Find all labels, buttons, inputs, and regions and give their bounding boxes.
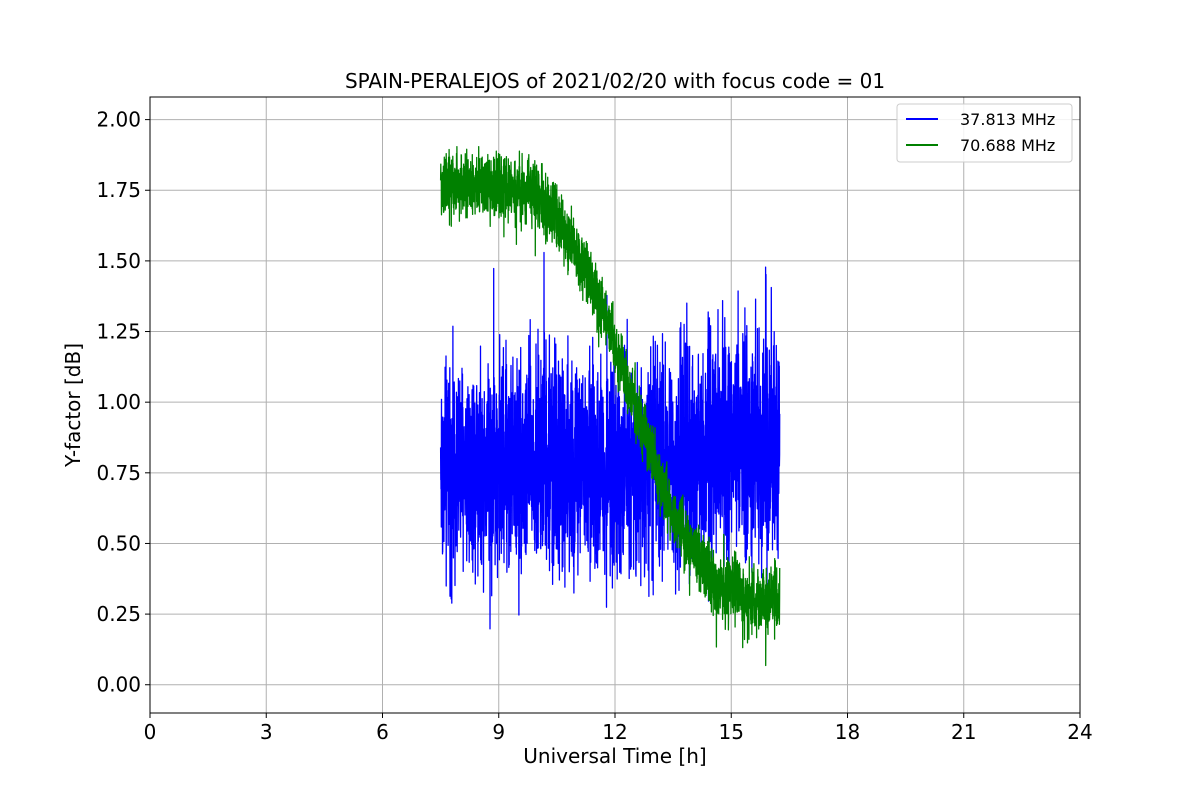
y-tick-label: 1.25 (96, 320, 141, 344)
x-axis-label: Universal Time [h] (523, 744, 706, 768)
x-tick-label: 9 (492, 720, 505, 744)
x-tick-label: 0 (144, 720, 157, 744)
y-tick-label: 2.00 (96, 108, 141, 132)
x-tick-label: 15 (719, 720, 744, 744)
x-tick-label: 6 (376, 720, 389, 744)
y-tick-label: 0.50 (96, 531, 141, 555)
legend-box (896, 103, 1073, 163)
y-tick-label: 0.75 (96, 461, 141, 485)
chart-title: SPAIN-PERALEJOS of 2021/02/20 with focus… (345, 69, 885, 93)
y-tick-label: 0.00 (96, 673, 141, 697)
series-line-1 (439, 145, 781, 667)
y-axis-ticks: 0.00 0.25 0.50 0.75 1.00 1.25 1.50 1.75 2.00 (96, 108, 150, 697)
x-tick-label: 18 (835, 720, 860, 744)
x-tick-label: 24 (1067, 720, 1092, 744)
y-tick-label: 1.50 (96, 249, 141, 273)
x-tick-label: 12 (602, 720, 627, 744)
y-tick-label: 1.75 (96, 178, 141, 202)
y-tick-label: 1.00 (96, 390, 141, 414)
x-tick-label: 21 (951, 720, 976, 744)
legend: 37.813 MHz 70.688 MHz (896, 103, 1073, 163)
x-tick-label: 3 (260, 720, 273, 744)
legend-label-70mhz: 70.688 MHz (960, 136, 1055, 155)
series-line-0 (439, 251, 781, 630)
y-tick-label: 0.25 (96, 602, 141, 626)
series-layer (439, 145, 781, 667)
y-axis-label: Y-factor [dB] (61, 343, 85, 468)
x-axis-ticks: 0 3 6 9 12 15 18 21 24 (144, 713, 1093, 744)
legend-label-37mhz: 37.813 MHz (960, 110, 1055, 129)
